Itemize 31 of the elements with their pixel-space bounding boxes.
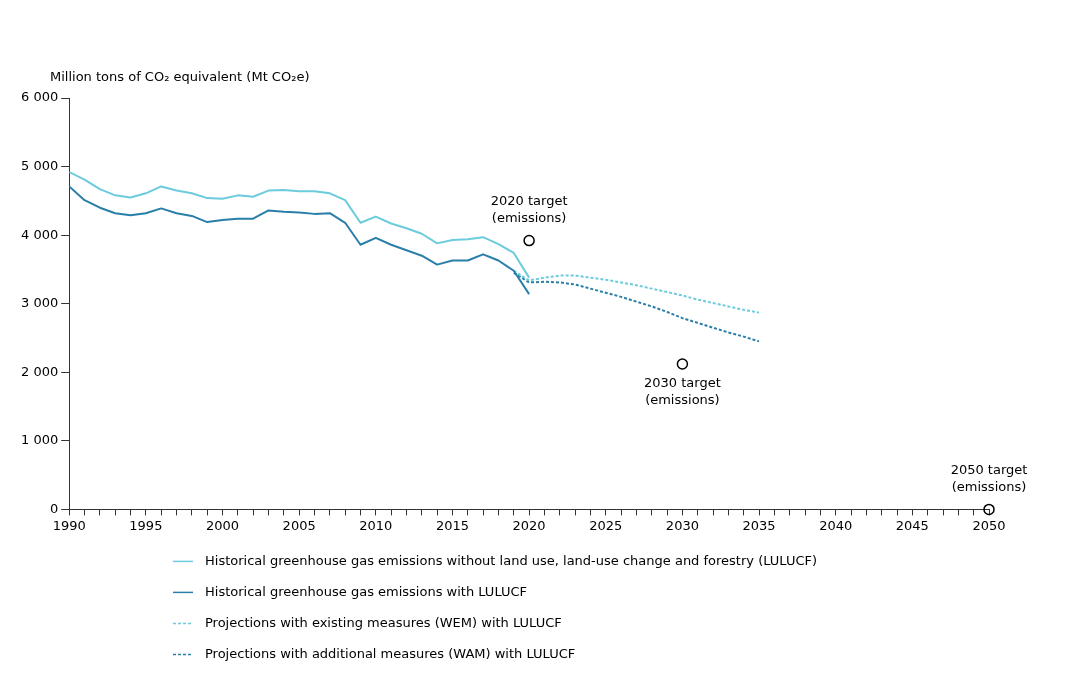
y-tick-label: 1 000 [21,432,59,448]
x-tick-label: 2040 [819,517,853,533]
x-tick-label: 2005 [282,517,316,533]
annotation: 2050 target (emissions) [950,461,1028,494]
y-tick-label: 5 000 [21,157,59,173]
annotation: 2030 target (emissions) [644,375,721,408]
x-tick-label: 2015 [435,517,470,533]
x-tick-label: 2010 [359,517,393,533]
y-tick-label: 4 000 [21,226,59,242]
x-tick-label: 2030 [665,517,699,533]
y-tick-label: 3 000 [21,295,59,311]
x-tick-label: 2050 [972,517,1006,533]
x-tick-label: 1995 [129,517,163,533]
point [676,358,689,370]
legend-label: Projections with additional measures (WAM) with LULUCF [205,645,576,661]
point [983,503,995,516]
x-tick-label: 2045 [895,517,929,533]
x-tick-label: 1990 [52,517,86,533]
y-tick-label: 2 000 [21,363,59,379]
y-tick-label: 0 [49,500,59,516]
x-tick-label: 2000 [205,517,240,533]
x-tick-label: 2020 [512,517,546,533]
legend-label: Projections with existing measures (WEM) with LULUCF [205,614,562,630]
x-tick-label: 2035 [742,517,776,533]
annotation: 2020 target (emissions) [490,192,568,225]
legend-label: Historical greenhouse gas emissions with LULUCF [205,583,528,599]
legend-label: Historical greenhouse gas emissions without land use, land-use change and forestry (LULUCF) [205,552,818,568]
y-axis-title: Million tons of CO₂ equivalent (Mt CO₂e) [50,68,310,84]
y-tick-label: 6 000 [21,89,59,105]
x-tick-label: 2025 [589,517,623,533]
point [523,234,535,247]
